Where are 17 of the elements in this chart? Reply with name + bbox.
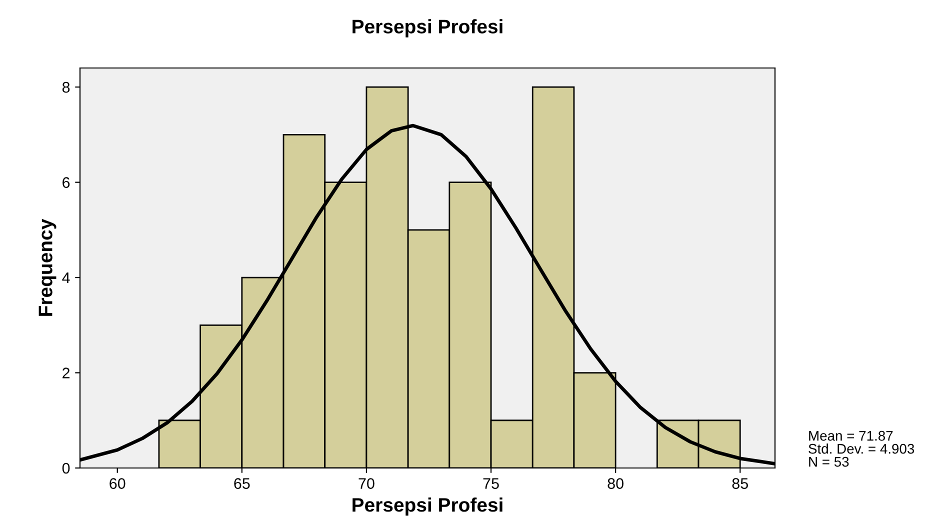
x-tick-label: 70 [358,478,374,489]
text: Mean = 71.87 [809,430,893,441]
x-tick-label: 65 [234,478,250,489]
y-tick-label: 2 [62,368,70,378]
y-tick-label: 6 [62,177,70,188]
y-tick-label: 4 [62,272,70,284]
text: N = 53 [809,456,849,467]
x-tick-label: 80 [608,478,624,489]
y-tick-label: 8 [62,82,70,93]
x-tick-label: 85 [732,478,748,489]
x-tick-label: 60 [110,478,126,489]
y-axis-title: Frequency [38,218,56,316]
x-tick-label: 75 [483,478,499,489]
y-tick-label: 0 [62,462,70,474]
text: Std. Dev. = 4.903 [808,444,914,454]
x-axis-title: Persepsi Profesi [352,498,502,516]
chart-title: Persepsi Profesi [352,19,502,38]
